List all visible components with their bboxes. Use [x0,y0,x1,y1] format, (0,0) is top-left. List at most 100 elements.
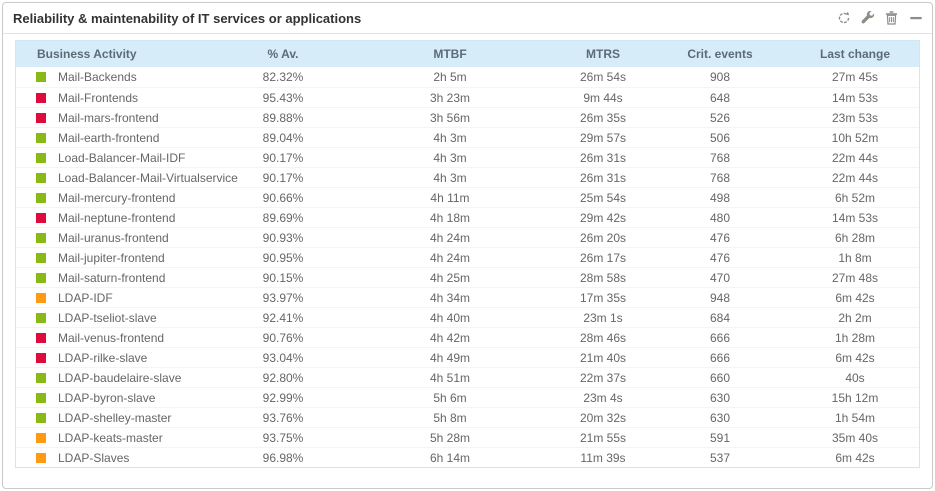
column-header-last-change[interactable]: Last change [819,47,891,61]
business-activity-name[interactable]: LDAP-keats-master [58,430,163,445]
cell-mtbf: 4h 42m [429,330,471,345]
cell-last-change: 10h 52m [831,130,879,145]
cell-crit-events: 476 [709,230,731,245]
table-row[interactable]: Mail-Frontends 95.43% 3h 23m 9m 44s 648 … [16,87,919,107]
table-row[interactable]: LDAP-rilke-slave 93.04% 4h 49m 21m 40s 6… [16,347,919,367]
table-row[interactable]: Mail-neptune-frontend 89.69% 4h 18m 29m … [16,207,919,227]
status-square-icon [36,152,46,163]
business-activity-name[interactable]: Mail-earth-frontend [58,130,160,145]
column-header-crit-events[interactable]: Crit. events [687,47,753,61]
collapse-icon[interactable] [908,11,923,26]
cell-availability: 82.32% [262,70,304,84]
cell-mtrs: 26m 20s [579,230,627,245]
table-row[interactable]: Mail-Backends 82.32% 2h 5m 26m 54s 908 2… [16,67,919,87]
business-activity-name[interactable]: LDAP-rilke-slave [58,350,148,365]
table-row[interactable]: Mail-venus-frontend 90.76% 4h 42m 28m 46… [16,327,919,347]
cell-last-change: 1h 28m [834,330,876,345]
cell-mtrs: 26m 35s [579,110,627,125]
table-row[interactable]: LDAP-IDF 93.97% 4h 34m 17m 35s 948 6m 42… [16,287,919,307]
business-activity-name[interactable]: Mail-uranus-frontend [58,230,169,245]
business-activity-name[interactable]: LDAP-byron-slave [58,390,156,405]
business-activity-name[interactable]: LDAP-baudelaire-slave [58,370,182,385]
business-activity-table: Business Activity % Av. MTBF MTRS Crit. … [15,40,920,468]
table-row[interactable]: LDAP-baudelaire-slave 92.80% 4h 51m 22m … [16,367,919,387]
cell-mtbf: 2h 5m [433,70,467,84]
status-square-icon [36,292,46,303]
cell-availability: 93.76% [262,410,304,425]
cell-last-change: 6m 42s [835,350,875,365]
business-activity-name[interactable]: Mail-mercury-frontend [58,190,176,205]
widget-header: Reliability & maintenability of IT servi… [3,3,932,34]
column-header-mtrs[interactable]: MTRS [586,47,620,61]
widget-title: Reliability & maintenability of IT servi… [13,10,362,26]
status-square-icon [36,252,46,263]
table-row[interactable]: Mail-uranus-frontend 90.93% 4h 24m 26m 2… [16,227,919,247]
cell-last-change: 6m 42s [835,290,875,305]
business-activity-name[interactable]: Mail-neptune-frontend [58,210,176,225]
cell-crit-events: 476 [709,250,731,265]
column-header-availability[interactable]: % Av. [267,47,299,61]
status-square-icon [36,172,46,183]
business-activity-name[interactable]: Mail-venus-frontend [58,330,165,345]
cell-mtbf: 4h 3m [433,130,467,145]
business-activity-name[interactable]: LDAP-Slaves [58,450,130,465]
table-row[interactable]: Mail-jupiter-frontend 90.95% 4h 24m 26m … [16,247,919,267]
column-header-mtbf[interactable]: MTBF [433,47,467,61]
cell-last-change: 1h 8m [838,250,872,265]
refresh-icon[interactable] [836,11,851,26]
business-activity-name[interactable]: LDAP-tseliot-slave [58,310,157,325]
cell-crit-events: 666 [709,330,731,345]
table-row[interactable]: Mail-mars-frontend 89.88% 3h 56m 26m 35s… [16,107,919,127]
cell-availability: 90.15% [262,270,304,285]
business-activity-name[interactable]: Mail-Frontends [58,90,139,105]
business-activity-name[interactable]: LDAP-shelley-master [58,410,172,425]
business-activity-name[interactable]: Mail-saturn-frontend [58,270,166,285]
cell-mtrs: 11m 39s [580,450,626,465]
cell-business-activity: Mail-mercury-frontend [16,191,223,205]
column-header-business-activity[interactable]: Business Activity [37,47,137,61]
business-activity-name[interactable]: Mail-jupiter-frontend [58,250,165,265]
cell-mtbf: 4h 3m [433,170,467,185]
cell-business-activity: LDAP-IDF [16,291,223,305]
wrench-icon[interactable] [860,11,875,26]
cell-mtrs: 29m 42s [579,210,627,225]
cell-last-change: 15h 12m [831,390,879,405]
cell-business-activity: Load-Balancer-Mail-IDF [16,151,223,165]
business-activity-name[interactable]: Mail-Backends [58,70,137,84]
status-square-icon [36,432,46,443]
status-square-icon [36,372,46,383]
business-activity-name[interactable]: Load-Balancer-Mail-IDF [58,150,186,165]
cell-mtbf: 6h 14m [429,450,471,465]
cell-business-activity: Load-Balancer-Mail-Virtualservice [16,171,238,185]
business-activity-name[interactable]: Mail-mars-frontend [58,110,159,125]
table-row[interactable]: Load-Balancer-Mail-IDF 90.17% 4h 3m 26m … [16,147,919,167]
trash-icon[interactable] [884,11,899,26]
cell-business-activity: LDAP-baudelaire-slave [16,371,223,385]
table-row[interactable]: Mail-earth-frontend 89.04% 4h 3m 29m 57s… [16,127,919,147]
cell-business-activity: LDAP-tseliot-slave [16,311,223,325]
table-row[interactable]: Mail-mercury-frontend 90.66% 4h 11m 25m … [16,187,919,207]
cell-crit-events: 480 [709,210,731,225]
table-row[interactable]: Mail-saturn-frontend 90.15% 4h 25m 28m 5… [16,267,919,287]
cell-availability: 96.98% [262,450,304,465]
status-square-icon [36,232,46,243]
table-row[interactable]: LDAP-tseliot-slave 92.41% 4h 40m 23m 1s … [16,307,919,327]
table-row[interactable]: LDAP-keats-master 93.75% 5h 28m 21m 55s … [16,427,919,447]
cell-crit-events: 666 [709,350,731,365]
table-row[interactable]: Load-Balancer-Mail-Virtualservice 90.17%… [16,167,919,187]
cell-last-change: 14m 53s [831,90,879,105]
table-row[interactable]: LDAP-Slaves 96.98% 6h 14m 11m 39s 537 6m… [16,447,919,467]
cell-availability: 92.41% [262,310,304,325]
cell-crit-events: 630 [709,390,731,405]
status-square-icon [36,392,46,403]
business-activity-name[interactable]: Load-Balancer-Mail-Virtualservice [58,170,238,185]
business-activity-name[interactable]: LDAP-IDF [58,290,113,305]
cell-last-change: 6m 42s [835,450,875,465]
cell-last-change: 23m 53s [831,110,879,125]
table-row[interactable]: LDAP-byron-slave 92.99% 5h 6m 23m 4s 630… [16,387,919,407]
cell-availability: 93.75% [262,430,304,445]
table-row[interactable]: LDAP-shelley-master 93.76% 5h 8m 20m 32s… [16,407,919,427]
cell-mtrs: 23m 1s [583,310,623,325]
cell-availability: 95.43% [262,90,304,105]
